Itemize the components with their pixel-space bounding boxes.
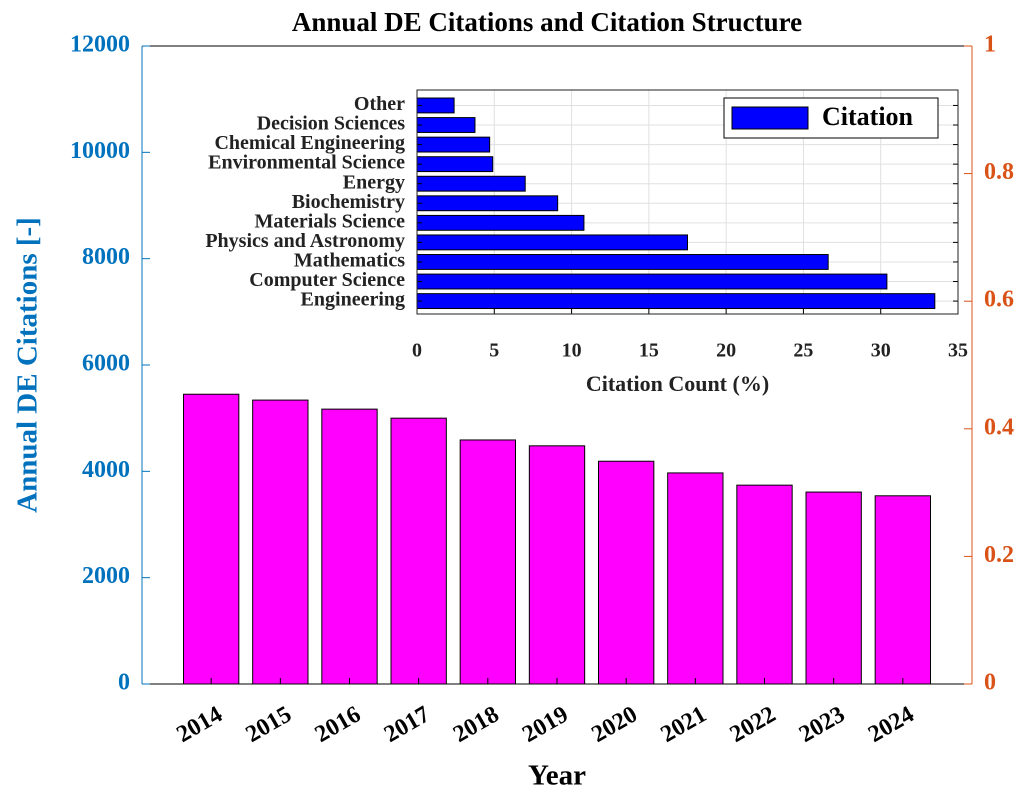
y2-tick-label: 0.8 [984, 159, 1014, 185]
x-tick-label: 5 [489, 340, 499, 362]
x-tick-label: 2018 [449, 701, 504, 748]
x-tick-label: 30 [871, 340, 891, 362]
y-tick-label: Mathematics [294, 250, 405, 272]
bar [874, 495, 932, 685]
x-tick-label: 15 [639, 340, 659, 362]
bar [416, 254, 829, 270]
bar [528, 445, 586, 685]
y-tick-label: Computer Science [249, 269, 405, 291]
y-tick-label: 4000 [82, 457, 130, 483]
x-tick-label: 2015 [242, 701, 297, 748]
y-tick-label: Materials Science [255, 210, 406, 232]
x-tick-label: 2016 [311, 701, 366, 748]
y2-tick-label: 1 [984, 32, 996, 58]
y2-tick-label: 0.6 [984, 287, 1014, 313]
bar [416, 156, 494, 173]
y2-tick-label: 0.4 [984, 414, 1014, 440]
y2-tick-label: 0 [984, 670, 996, 696]
legend-label: Citation [822, 102, 914, 131]
bar [416, 97, 455, 114]
x-tick-label: 2019 [518, 701, 573, 748]
x-tick-label: 0 [412, 340, 422, 362]
bar [416, 136, 491, 153]
x-tick-label: 20 [716, 340, 736, 362]
x-axis-label: Year [528, 760, 586, 792]
y-tick-label: 6000 [82, 351, 130, 377]
bar [416, 293, 936, 310]
x-tick-label: 35 [948, 340, 968, 362]
x-tick-label: 2024 [864, 701, 919, 748]
x-tick-label: 2017 [380, 701, 435, 748]
bar [416, 234, 688, 251]
y-tick-label: Decision Sciences [257, 113, 406, 135]
y-tick-label: Engineering [301, 289, 405, 311]
bar [390, 417, 447, 685]
y-tick-label: 10000 [70, 138, 130, 164]
y-tick-label: Chemical Engineering [214, 132, 405, 154]
bar [736, 484, 793, 685]
x-tick-label: 25 [793, 340, 813, 362]
y-tick-label: Other [354, 93, 405, 115]
bar [416, 214, 585, 231]
y-tick-label: 8000 [82, 244, 130, 270]
y-tick-label: Environmental Science [208, 152, 405, 174]
bar [416, 117, 476, 133]
bar [416, 273, 888, 290]
y2-tick-label: 0.2 [984, 542, 1014, 568]
bar [416, 175, 526, 192]
bar [805, 491, 862, 685]
y-tick-label: 2000 [82, 563, 130, 589]
x-tick-label: 2023 [795, 701, 850, 748]
y-tick-label: Biochemistry [292, 191, 405, 213]
bar [459, 439, 516, 685]
bar [252, 399, 309, 685]
x-axis-label: Citation Count (%) [586, 371, 769, 396]
y-tick-label: 0 [118, 670, 130, 696]
x-tick-label: 2022 [726, 701, 781, 748]
y-tick-label: Physics and Astronomy [205, 230, 405, 252]
y-tick-label: 12000 [70, 32, 130, 58]
bar [598, 460, 655, 685]
bar [416, 195, 559, 212]
bar [321, 408, 378, 685]
x-tick-label: 2014 [172, 701, 227, 748]
bar [667, 472, 724, 685]
x-tick-label: 2021 [657, 701, 712, 748]
inset-frame [416, 89, 959, 315]
x-tick-label: 2020 [587, 701, 642, 748]
y-tick-label: Energy [343, 171, 405, 193]
bar [183, 393, 240, 685]
chart-title: Annual DE Citations and Citation Structu… [292, 7, 802, 37]
x-tick-label: 10 [562, 340, 582, 362]
y-axis-label: Annual DE Citations [-] [12, 217, 44, 513]
legend-swatch [731, 106, 809, 130]
